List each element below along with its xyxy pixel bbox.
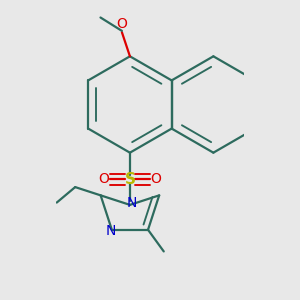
Text: O: O xyxy=(151,172,161,186)
Text: N: N xyxy=(105,224,116,238)
Text: O: O xyxy=(98,172,110,186)
Text: S: S xyxy=(124,172,135,187)
Text: O: O xyxy=(116,17,127,31)
Text: N: N xyxy=(127,196,137,210)
